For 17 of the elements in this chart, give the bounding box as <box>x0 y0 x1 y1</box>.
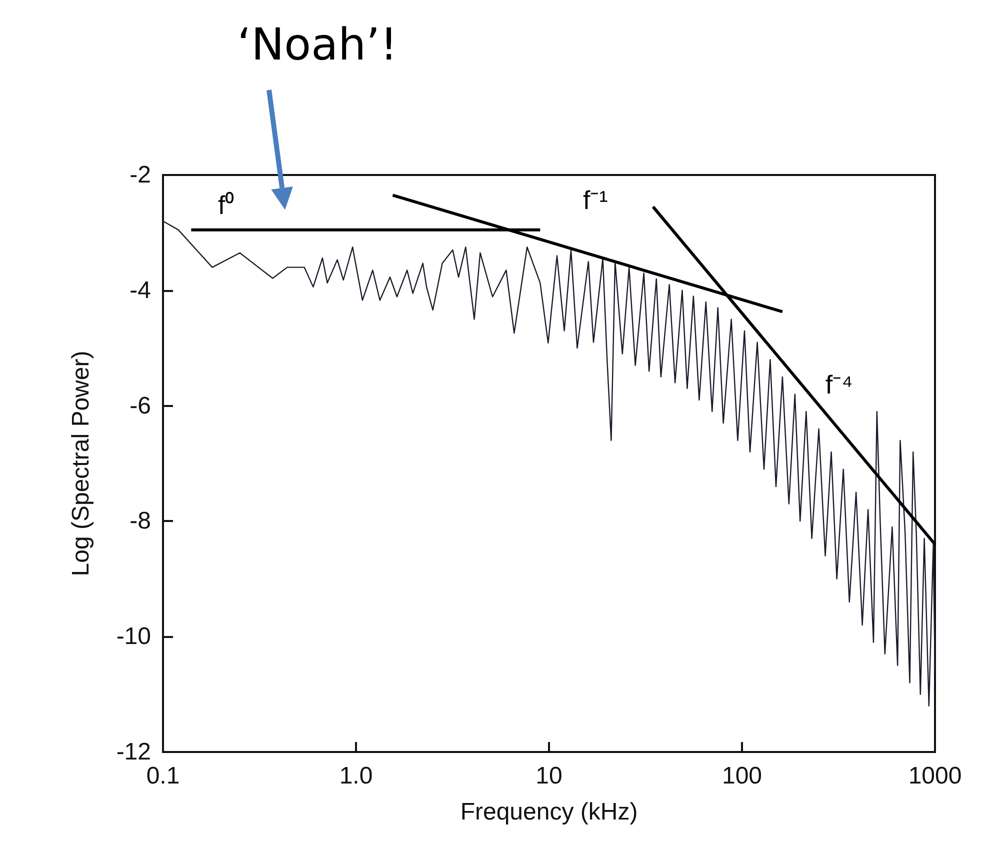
x-axis-title: Frequency (kHz) <box>460 798 638 826</box>
y-tick-label: -4 <box>130 276 151 304</box>
y-tick-label: -6 <box>130 392 151 420</box>
y-tick-label: -8 <box>130 508 151 535</box>
x-tick-label: 10 <box>536 762 562 790</box>
text: ‘Noah’! <box>237 20 398 70</box>
series-label: f⁻⁴ <box>825 370 853 400</box>
x-tick-label: 100 <box>722 762 762 790</box>
x-tick-label: 0.1 <box>146 762 180 790</box>
series-label: f⁻¹ <box>582 184 608 215</box>
x-tick-label: 1.0 <box>339 762 373 790</box>
y-tick-label: -10 <box>116 623 151 650</box>
y-tick-label: -2 <box>130 162 151 188</box>
y-axis-title: Log (Spectral Power) <box>68 350 94 576</box>
y-tick-label: -12 <box>116 738 151 766</box>
x-tick-label: 1000 <box>908 762 962 790</box>
series-label: f⁰ <box>218 190 234 220</box>
